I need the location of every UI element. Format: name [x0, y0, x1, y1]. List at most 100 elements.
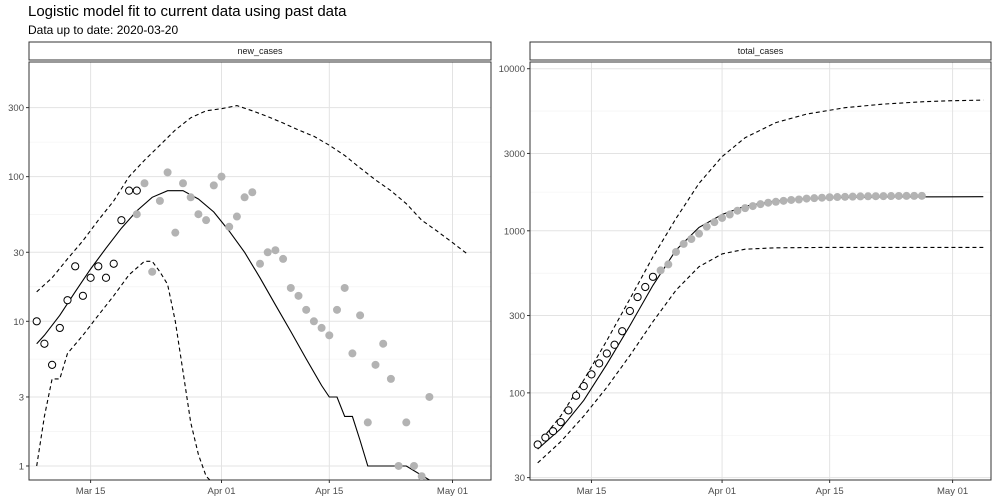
facet-strip-label: total_cases: [738, 46, 784, 56]
observed-point: [101, 273, 111, 282]
later-point: [232, 212, 241, 221]
later-point: [764, 198, 773, 207]
observed-point: [55, 323, 64, 333]
later-point: [317, 323, 326, 332]
y-tick-label: 1: [19, 461, 24, 472]
later-point: [864, 192, 873, 201]
later-point: [748, 202, 757, 211]
later-point: [856, 192, 865, 201]
later-point: [132, 210, 141, 219]
facet-strip: [529, 41, 992, 61]
panel-border: [529, 61, 992, 481]
chart-subtitle: Data up to date: 2020-03-20: [28, 23, 179, 37]
later-point: [710, 218, 719, 227]
later-point: [248, 188, 257, 197]
later-point: [841, 192, 850, 201]
later-point: [309, 317, 318, 326]
later-point: [225, 222, 234, 231]
later-point: [848, 192, 857, 201]
observed-point: [587, 370, 596, 379]
x-tick-label: Apr 01: [208, 486, 236, 497]
later-point: [425, 392, 434, 401]
later-point: [656, 266, 665, 275]
later-point: [917, 191, 926, 200]
upper-band-line: [36, 105, 469, 293]
later-point: [363, 418, 372, 427]
later-point: [140, 179, 149, 188]
x-tick-label: Apr 01: [708, 486, 736, 497]
later-point: [802, 194, 811, 203]
observed-point: [572, 391, 581, 400]
y-tick-label: 10000: [499, 64, 525, 75]
x-tick-label: Apr 15: [816, 486, 844, 497]
later-point: [202, 216, 211, 225]
later-point: [671, 247, 680, 256]
later-point: [695, 229, 704, 238]
later-point: [386, 374, 395, 383]
observed-point: [556, 418, 565, 427]
later-point: [186, 193, 195, 202]
later-point: [279, 254, 288, 263]
x-tick-label: Apr 15: [315, 486, 343, 497]
later-point: [733, 206, 742, 215]
observed-point: [641, 282, 650, 292]
observed-point: [78, 291, 88, 300]
observed-point: [32, 317, 41, 326]
later-point: [294, 291, 303, 300]
observed-point: [633, 292, 642, 302]
observed-point: [564, 406, 573, 415]
later-point: [340, 283, 349, 292]
later-point: [217, 172, 226, 181]
later-point: [833, 193, 842, 202]
later-point: [817, 193, 826, 202]
later-point: [402, 418, 411, 427]
later-point: [263, 248, 272, 257]
later-point: [718, 213, 727, 222]
chart-title: Logistic model fit to current data using…: [28, 3, 347, 20]
observed-point: [40, 339, 49, 348]
later-point: [410, 461, 418, 470]
later-point: [209, 181, 218, 190]
later-point: [163, 168, 172, 177]
panel-new_cases: new_cases 1 3 10 30 100 300 Mar 15 Apr 01 Apr 15 M…: [8, 41, 492, 497]
observed-point: [610, 340, 619, 349]
y-tick-label: 100: [509, 388, 525, 399]
y-tick-label: 100: [8, 172, 24, 183]
observed-point: [541, 433, 550, 442]
later-point: [771, 197, 780, 206]
later-point: [286, 283, 295, 292]
later-point: [148, 267, 157, 276]
observed-point: [625, 306, 634, 316]
observed-point: [579, 382, 588, 391]
panel-data-layer: [32, 105, 469, 480]
later-point: [256, 259, 264, 268]
y-tick-label: 1000: [504, 226, 525, 237]
later-point: [741, 204, 750, 213]
observed-point: [602, 349, 611, 358]
later-point: [910, 191, 919, 200]
later-point: [348, 349, 357, 358]
later-point: [179, 179, 187, 188]
later-point: [887, 192, 896, 201]
lower-band-line: [36, 260, 211, 480]
observed-point: [86, 273, 95, 282]
panel-border: [28, 61, 492, 481]
observed-point: [109, 259, 118, 268]
later-point: [371, 360, 380, 369]
x-tick-label: Mar 15: [577, 486, 607, 497]
later-point: [240, 193, 249, 202]
observed-point: [63, 296, 72, 305]
y-tick-label: 3: [19, 392, 24, 403]
later-point: [333, 305, 341, 314]
panel-total_cases: total_cases 30 100 300 1000 3000 10000 Mar 15 Ap…: [499, 41, 992, 497]
upper-band-line: [537, 99, 984, 445]
later-point: [325, 331, 334, 340]
later-point: [902, 191, 911, 200]
facet-strip-label: new_cases: [237, 46, 283, 56]
x-tick-label: May 01: [437, 486, 468, 497]
observed-point: [618, 327, 627, 336]
observed-point: [648, 272, 658, 281]
observed-point: [71, 262, 80, 271]
